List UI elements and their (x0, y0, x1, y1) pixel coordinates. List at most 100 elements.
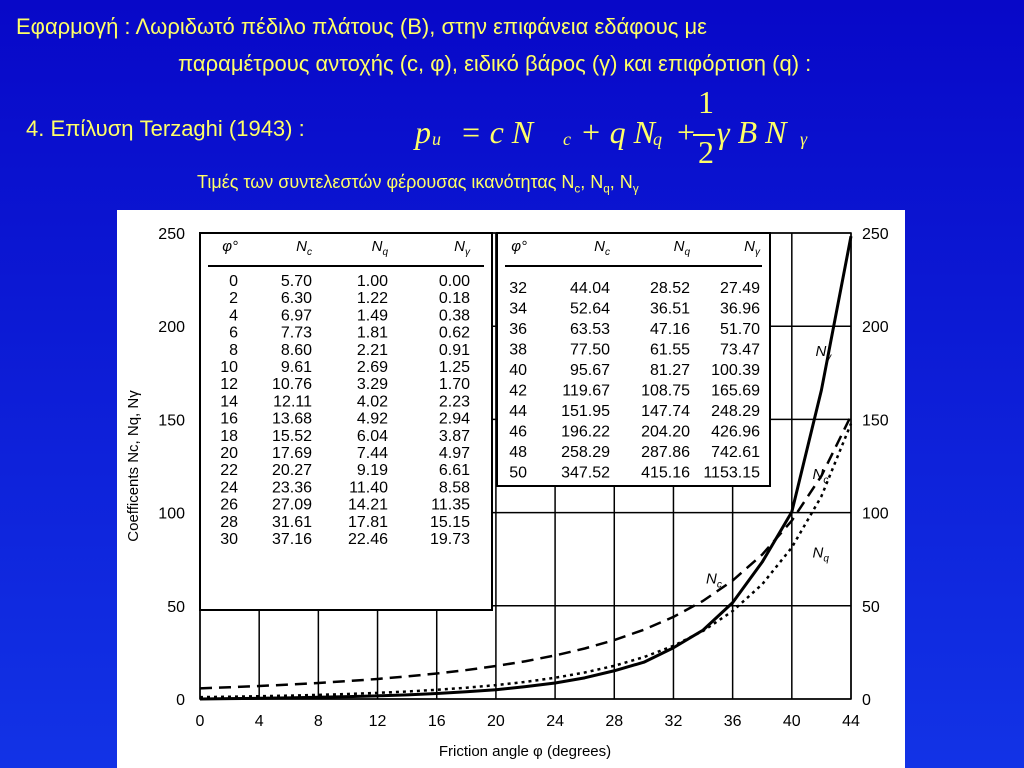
formula-part: + (675, 114, 697, 150)
table-cell: 258.29 (561, 444, 610, 461)
table-header: Nq (674, 238, 691, 258)
table-cell: 0.91 (439, 342, 470, 359)
table-cell: 1.22 (357, 290, 388, 307)
table-cell: 6 (229, 325, 238, 342)
table-cell: 27.49 (720, 280, 760, 297)
table-box (496, 232, 771, 487)
table-cell: 48 (509, 444, 527, 461)
table-cell: 52.64 (570, 301, 610, 318)
table-cell: 0 (229, 273, 238, 290)
formula-part: p (415, 114, 431, 150)
table-cell: 31.61 (272, 514, 312, 531)
y-tick-label: 250 (158, 226, 185, 243)
y2-tick-label: 200 (862, 319, 889, 336)
table-cell: 42 (509, 383, 527, 400)
table-cell: 119.67 (562, 383, 610, 400)
table-cell: 50 (509, 465, 527, 482)
x-axis-label: Friction angle φ (degrees) (439, 743, 611, 760)
table-cell: 37.16 (272, 531, 312, 548)
table-cell: 2 (229, 290, 238, 307)
table-cell: 100.39 (711, 362, 760, 379)
table-cell: 26 (220, 497, 238, 514)
table-cell: 6.04 (357, 428, 388, 445)
series-label: Nq (813, 544, 830, 564)
table-cell: 36.51 (650, 301, 690, 318)
title-line: Εφαρμογή : Λωριδωτό πέδιλο πλάτους (B), … (16, 14, 707, 39)
series-label: Nc (813, 466, 829, 486)
table-cell: 10.76 (272, 376, 312, 393)
table-cell: 8.60 (281, 342, 312, 359)
table-cell: 22.46 (348, 531, 388, 548)
table-cell: 426.96 (711, 424, 760, 441)
table-header: Nc (296, 238, 312, 258)
table-cell: 19.73 (430, 531, 470, 548)
table-cell: 46 (509, 424, 527, 441)
table-cell: 7.73 (281, 325, 312, 342)
table-cell: 17.69 (272, 445, 312, 462)
table-cell: 6.97 (281, 307, 312, 324)
table-cell: 248.29 (711, 403, 760, 420)
formula-part: c (563, 129, 571, 149)
formula-part: 2 (698, 134, 714, 170)
table-cell: 2.69 (357, 359, 388, 376)
table-cell: 147.74 (641, 403, 690, 420)
y-tick-label: 50 (167, 599, 185, 616)
table-cell: 77.50 (570, 342, 610, 359)
table-cell: 8 (229, 342, 238, 359)
table-cell: 4.97 (439, 445, 470, 462)
table-cell: 1.70 (439, 376, 470, 393)
table-header: Nq (372, 238, 389, 258)
x-tick-label: 40 (783, 713, 801, 730)
table-cell: 3.87 (439, 428, 470, 445)
table-cell: 4.92 (357, 411, 388, 428)
table-cell: 38 (509, 342, 527, 359)
table-cell: 27.09 (272, 497, 312, 514)
table-cell: 204.20 (641, 424, 690, 441)
x-tick-label: 28 (605, 713, 623, 730)
table-cell: 14.21 (348, 497, 388, 514)
subtitle: Τιμές των συντελεστών φέρουσας ικανότητα… (197, 172, 639, 196)
y2-tick-label: 150 (862, 412, 889, 429)
y2-tick-label: 0 (862, 692, 871, 709)
table-cell: 13.68 (272, 411, 312, 428)
table-cell: 8.58 (439, 479, 470, 496)
table-cell: 0.38 (439, 307, 470, 324)
table-cell: 15.52 (272, 428, 312, 445)
table-header: Nγ (454, 238, 471, 258)
table-cell: 1.00 (357, 273, 388, 290)
subtitle-part: γ (632, 182, 639, 196)
table-cell: 1153.15 (703, 465, 760, 482)
table-cell: 18 (220, 428, 238, 445)
table-header: φ° (511, 238, 527, 255)
subtitle-part: q (603, 182, 610, 196)
series-line (199, 235, 853, 701)
table-cell: 61.55 (650, 342, 690, 359)
table-cell: 22 (220, 462, 238, 479)
formula-part: q (653, 129, 662, 149)
table-cell: 47.16 (650, 321, 690, 338)
plot-frame (199, 232, 852, 700)
method: 4. Επίλυση Terzaghi (1943) : (26, 116, 305, 141)
table-cell: 0.62 (439, 325, 470, 342)
formula-part: + q N (580, 114, 655, 150)
y-tick-label: 150 (158, 412, 185, 429)
table-cell: 9.19 (357, 462, 388, 479)
x-tick-label: 20 (487, 713, 505, 730)
formula-part: u (432, 129, 441, 149)
table-cell: 44.04 (570, 280, 610, 297)
subtitle-part: , N (609, 172, 633, 192)
table-cell: 196.22 (561, 424, 610, 441)
table-cell: 7.44 (357, 445, 388, 462)
table-cell: 44 (509, 403, 527, 420)
formula-part: = c N (460, 114, 534, 150)
series-label: Nγ (815, 343, 832, 363)
y-tick-label: 0 (176, 692, 185, 709)
table-cell: 1.25 (439, 359, 470, 376)
table-cell: 9.61 (281, 359, 312, 376)
fraction-bar (693, 134, 715, 136)
table-cell: 14 (220, 393, 238, 410)
x-tick-label: 16 (428, 713, 446, 730)
table-cell: 51.70 (720, 321, 760, 338)
subtitle-part: Τιμές των συντελεστών φέρουσας ικανότητα… (197, 172, 575, 192)
